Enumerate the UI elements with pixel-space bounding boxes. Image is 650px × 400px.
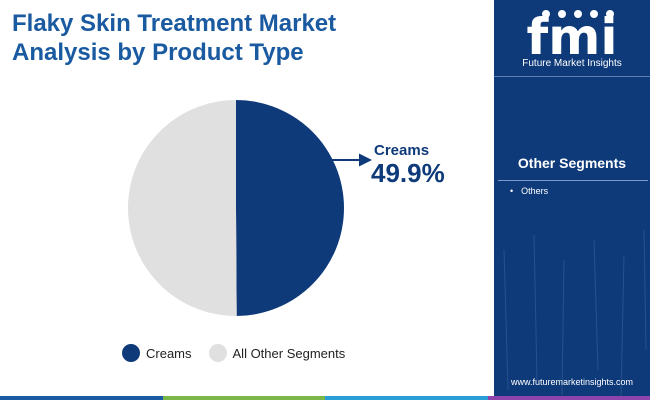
other-segments-list: Others [510,184,548,198]
legend-item-creams: Creams [122,344,192,362]
bottom-bar-segment-4 [487,396,650,400]
website-url[interactable]: www.futuremarketinsights.com [510,377,634,387]
pie-slices [127,100,344,316]
logo-caption: Future Market Insights [522,58,622,69]
title-line-1: Flaky Skin Treatment Market [12,10,337,37]
other-segments-title: Other Segments [517,155,627,171]
legend-swatch-other-segments [208,344,227,362]
legend-swatch-creams [122,344,140,362]
bottom-bar-segment-2 [162,396,325,400]
segment-item-others: Others [510,184,548,198]
bottom-bar-segment-1 [0,396,163,400]
pie-slice-all-other-segments [127,100,237,316]
logo-text: fmi [527,8,618,66]
page-title: Flaky Skin Treatment Market Analysis by … [12,9,482,67]
annotation-value: 49.9% [371,158,445,188]
annotation-label: Creams [374,142,429,159]
title-line-2: Analysis by Product Type [12,39,304,66]
bottom-color-bar [0,396,650,400]
other-segments-divider [498,180,648,181]
chart-legend: Creams All Other Segments [122,341,362,365]
bottom-bar-segment-3 [325,396,488,400]
pie-slice-creams [236,100,344,316]
fmi-logo: fmi [527,8,618,66]
legend-item-other-segments: All Other Segments [208,344,346,362]
sidebar: fmi Future Market Insights Other Segment… [494,0,650,400]
pie-chart: Creams 49.9% [127,100,445,316]
logo-divider [494,76,650,77]
annotation-arrow [330,153,372,167]
legend-label-creams: Creams [146,345,192,361]
sidebar-texture [503,230,647,399]
legend-label-other-segments: All Other Segments [232,345,346,361]
